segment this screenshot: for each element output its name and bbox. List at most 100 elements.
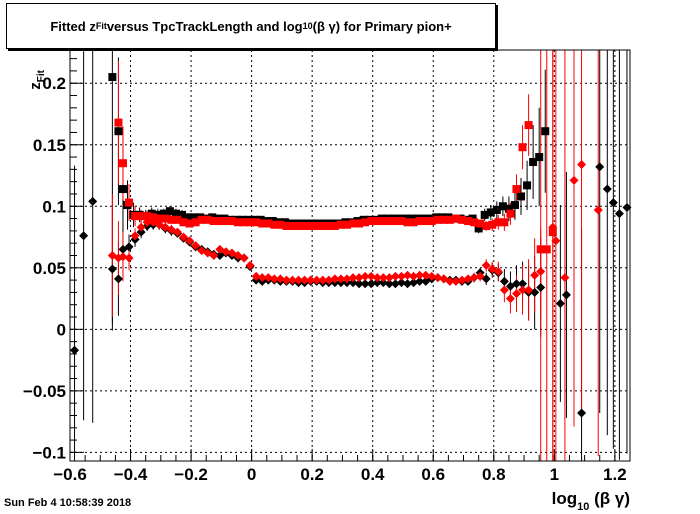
data-point-diamond (179, 232, 189, 242)
data-point-diamond (251, 271, 261, 281)
data-point-square (240, 218, 249, 227)
data-point-diamond (524, 285, 534, 295)
data-point-square (379, 217, 388, 226)
data-point-diamond (318, 275, 328, 285)
data-point-square (451, 214, 460, 223)
x-tick-label: 1.2 (603, 465, 627, 484)
data-point-diamond (172, 227, 182, 237)
grid-layer (69, 50, 630, 461)
data-point-diamond (560, 273, 570, 283)
data-point-square (197, 215, 206, 224)
data-point-diamond (536, 282, 546, 292)
data-point-diamond (433, 273, 443, 283)
data-point-diamond (372, 278, 382, 288)
data-point-diamond (136, 222, 146, 232)
y-tick-label: 0.2 (42, 74, 66, 93)
data-point-diamond (421, 270, 431, 280)
x-tick-label: 0.8 (482, 465, 506, 484)
data-point-diamond (595, 162, 605, 172)
y-tick-label: 0.1 (42, 197, 66, 216)
x-axis-title-main: log (552, 489, 578, 508)
x-tick-label: −0.4 (114, 465, 148, 484)
data-point-diamond (107, 264, 117, 274)
y-tick-label: 0.05 (33, 259, 66, 278)
data-point-square (518, 143, 527, 152)
x-tick-label: 0 (247, 465, 256, 484)
data-point-diamond (511, 279, 521, 289)
data-point-square (498, 202, 507, 211)
data-point-diamond (130, 231, 140, 241)
data-point-square (439, 215, 448, 224)
data-point-square (252, 218, 261, 227)
data-point-diamond (366, 279, 376, 289)
data-point-diamond (561, 290, 571, 300)
data-point-square (397, 217, 406, 226)
data-point-square (421, 217, 430, 226)
ticks-layer (69, 58, 631, 461)
data-point-square (203, 215, 212, 224)
data-point-diamond (372, 273, 382, 283)
title-sub-10: 10 (302, 21, 313, 31)
data-point-square (318, 221, 327, 230)
data-point-square (488, 220, 497, 229)
x-tick-label: 0.6 (421, 465, 445, 484)
data-point-square (464, 217, 473, 226)
x-tick-label: 1 (550, 465, 559, 484)
data-point-diamond (324, 275, 334, 285)
data-point-square (458, 215, 466, 224)
y-tick-label: 0.15 (33, 136, 66, 155)
data-point-square (486, 208, 495, 217)
data-point-square (114, 118, 123, 127)
data-point-square (324, 221, 333, 230)
data-point-diamond (275, 274, 285, 284)
data-point-diamond (287, 275, 297, 285)
data-point-square (523, 181, 532, 190)
data-point-diamond (505, 294, 515, 304)
data-point-diamond (306, 275, 316, 285)
x-tick-label: −0.2 (174, 465, 208, 484)
data-point-diamond (622, 203, 632, 213)
data-point-square (171, 209, 180, 218)
data-point-diamond (294, 275, 304, 285)
data-point-square (409, 218, 418, 227)
data-point-square (512, 185, 521, 194)
data-point-diamond (614, 209, 624, 219)
data-point-square (524, 121, 533, 130)
data-point-square (349, 219, 358, 228)
title-sub-fit: Fit (95, 21, 107, 31)
data-point-square (312, 221, 321, 230)
data-point-diamond (511, 289, 521, 299)
data-point-square (173, 215, 182, 224)
data-point-diamond (390, 279, 400, 289)
data-point-diamond (360, 279, 370, 289)
tick-labels-layer: −0.6 −0.4 −0.2 0 0.2 0.4 0.6 0.8 1 1.2 −0.1 −0.05 0 0… (23, 74, 627, 484)
data-point-diamond (493, 266, 503, 276)
data-point-diamond (548, 222, 558, 232)
data-point-square (108, 73, 117, 82)
y-tick-label: −0.1 (32, 443, 66, 462)
x-tick-label: 0.4 (361, 465, 385, 484)
data-point-diamond (239, 253, 249, 263)
data-point-square (330, 221, 339, 230)
data-point-diamond (384, 273, 394, 283)
data-point-square (445, 215, 454, 224)
data-point-square (155, 214, 164, 223)
data-point-diamond (499, 276, 509, 286)
data-point-diamond (378, 278, 388, 288)
data-point-square (190, 213, 199, 222)
data-point-diamond (403, 279, 413, 289)
data-point-diamond (577, 159, 587, 169)
data-point-square (165, 207, 174, 216)
data-point-square (149, 213, 158, 222)
data-point-square (476, 219, 485, 228)
data-point-square (342, 220, 351, 229)
data-point-square (264, 219, 273, 228)
data-point-square (288, 221, 297, 230)
data-point-diamond (463, 274, 473, 284)
x-tick-label: −0.6 (53, 465, 87, 484)
data-point-square (118, 159, 127, 168)
data-point-diamond (124, 253, 134, 263)
data-point-diamond (113, 253, 123, 263)
data-point-square (470, 218, 479, 227)
